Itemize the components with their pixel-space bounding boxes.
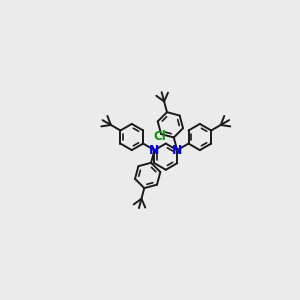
Text: N: N — [172, 144, 182, 157]
Text: Cl: Cl — [153, 130, 166, 143]
Text: N: N — [149, 144, 160, 157]
